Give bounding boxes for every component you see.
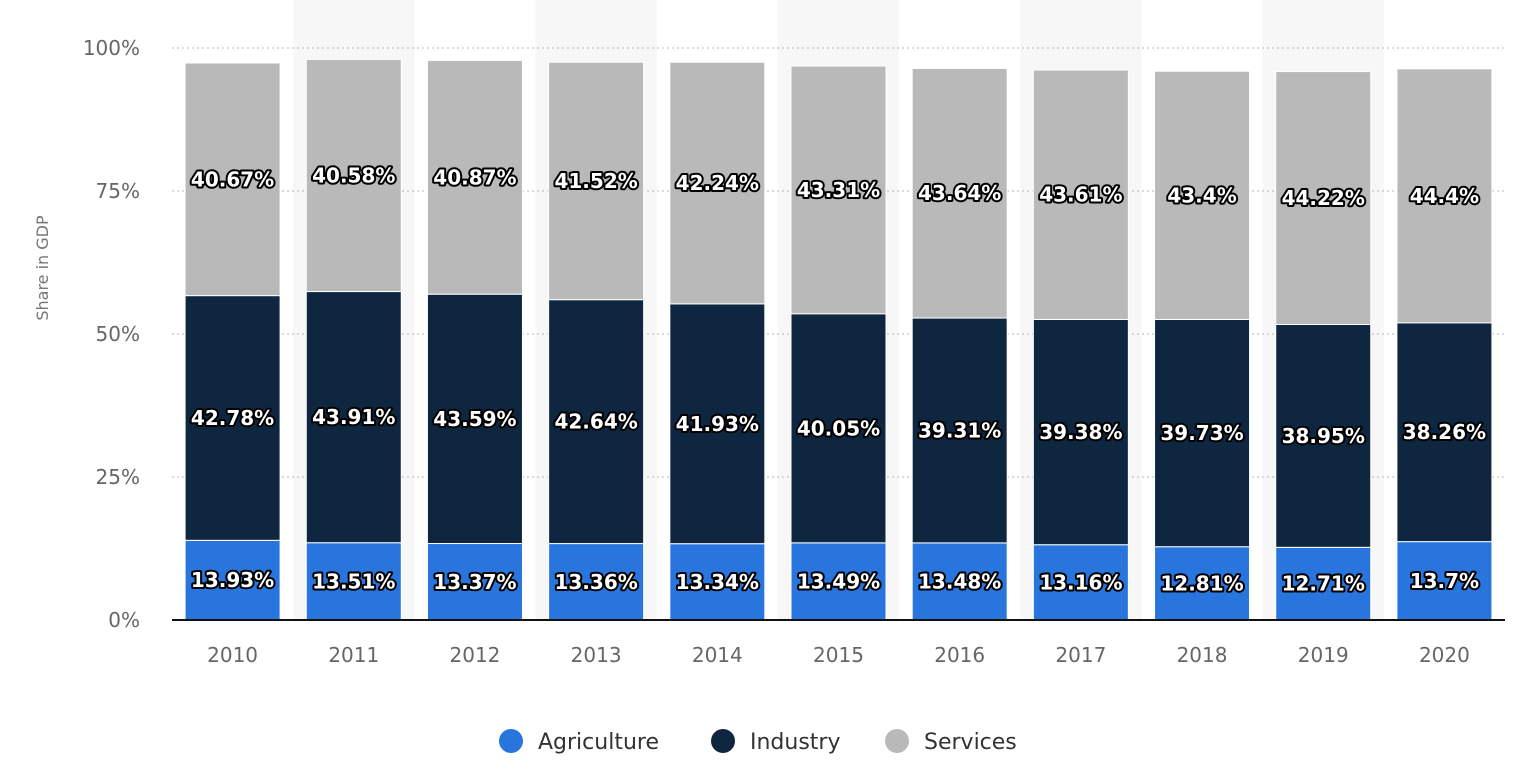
y-tick-label: 75% — [96, 179, 140, 203]
data-label-agriculture-2012: 13.37% — [433, 570, 516, 594]
data-labels: 13.93% 42.78% 40.67% 13.51% 43.91% 40.58% 13.3… — [189, 161, 1488, 597]
bar-agriculture-2020 — [1396, 541, 1493, 621]
bar-agriculture-2013 — [548, 543, 645, 621]
data-label-agriculture-2013: 13.36% — [554, 570, 637, 594]
x-tick-label: 2013 — [571, 643, 622, 667]
x-tick-label: 2018 — [1177, 643, 1228, 667]
data-label-agriculture-2017: 13.16% — [1039, 570, 1122, 594]
x-tick-label: 2017 — [1055, 643, 1106, 667]
data-label-services-2011: 40.58% — [312, 163, 395, 187]
data-label-industry-2016: 39.31% — [918, 418, 1001, 442]
data-label-industry-2014: 41.93% — [676, 412, 759, 436]
y-tick-label: 100% — [83, 36, 140, 60]
data-label-services-2012: 40.87% — [433, 165, 516, 189]
y-axis: 0% 25% 50% 75% 100% — [83, 36, 140, 632]
data-label-services-2016: 43.64% — [918, 181, 1001, 205]
x-axis: 2010 2011 2012 2013 2014 2015 2016 2017 2018 2019… — [207, 643, 1470, 667]
x-tick-label: 2015 — [813, 643, 864, 667]
y-axis-title: Share in GDP — [33, 215, 52, 321]
data-label-industry-2011: 43.91% — [312, 405, 395, 429]
bar-services-2010 — [184, 62, 281, 297]
bar-agriculture-2011 — [305, 542, 402, 621]
bar-services-2016 — [911, 67, 1008, 319]
data-label-services-2020: 44.4% — [1410, 184, 1479, 208]
data-label-agriculture-2014: 13.34% — [676, 570, 759, 594]
data-label-industry-2019: 38.95% — [1282, 424, 1365, 448]
data-label-agriculture-2015: 13.49% — [797, 569, 880, 593]
data-label-industry-2017: 39.38% — [1039, 420, 1122, 444]
x-tick-label: 2016 — [934, 643, 985, 667]
bar-agriculture-2012 — [426, 543, 523, 621]
data-label-industry-2013: 42.64% — [554, 410, 637, 434]
legend-marker-industry — [711, 729, 735, 753]
data-label-services-2018: 43.4% — [1167, 183, 1236, 207]
data-label-agriculture-2010: 13.93% — [191, 568, 274, 592]
data-label-services-2013: 41.52% — [554, 169, 637, 193]
data-label-industry-2015: 40.05% — [797, 416, 880, 440]
data-label-industry-2010: 42.78% — [191, 406, 274, 430]
bar-agriculture-2017 — [1032, 544, 1129, 621]
bar-agriculture-2014 — [669, 543, 766, 621]
bars — [184, 58, 1493, 621]
bar-industry-2013 — [548, 299, 645, 545]
bar-industry-2020 — [1396, 322, 1493, 543]
bar-services-2018 — [1154, 70, 1251, 320]
legend: Agriculture Industry Services — [499, 729, 1017, 755]
x-tick-label: 2019 — [1298, 643, 1349, 667]
data-label-agriculture-2018: 12.81% — [1160, 571, 1243, 595]
bar-industry-2012 — [426, 293, 523, 545]
bar-services-2012 — [426, 59, 523, 295]
bar-industry-2015 — [790, 313, 887, 544]
data-label-agriculture-2019: 12.71% — [1282, 572, 1365, 596]
bar-agriculture-2015 — [790, 542, 887, 621]
x-tick-label: 2010 — [207, 643, 258, 667]
legend-label-agriculture: Agriculture — [538, 730, 659, 755]
data-label-services-2017: 43.61% — [1039, 183, 1122, 207]
data-label-industry-2012: 43.59% — [433, 407, 516, 431]
data-label-agriculture-2020: 13.7% — [1410, 569, 1479, 593]
bar-services-2011 — [305, 58, 402, 293]
bar-agriculture-2016 — [911, 542, 1008, 621]
data-label-services-2014: 42.24% — [676, 171, 759, 195]
legend-label-services: Services — [924, 730, 1017, 755]
y-tick-label: 25% — [96, 465, 140, 489]
x-tick-label: 2020 — [1419, 643, 1470, 667]
bar-industry-2016 — [911, 317, 1008, 544]
data-label-services-2010: 40.67% — [191, 167, 274, 191]
data-label-agriculture-2016: 13.48% — [918, 569, 1001, 593]
x-tick-label: 2014 — [692, 643, 743, 667]
legend-marker-agriculture — [499, 729, 523, 753]
bar-industry-2010 — [184, 295, 281, 541]
data-label-services-2015: 43.31% — [797, 178, 880, 202]
data-label-industry-2018: 39.73% — [1160, 421, 1243, 445]
data-label-industry-2020: 38.26% — [1403, 420, 1486, 444]
bar-services-2015 — [790, 65, 887, 315]
bar-services-2019 — [1275, 71, 1372, 326]
data-label-services-2019: 44.22% — [1282, 186, 1365, 210]
legend-label-industry: Industry — [750, 730, 841, 755]
x-tick-label: 2012 — [450, 643, 501, 667]
bar-services-2017 — [1032, 69, 1129, 320]
bar-industry-2018 — [1154, 318, 1251, 548]
y-tick-label: 50% — [96, 322, 140, 346]
legend-marker-services — [885, 729, 909, 753]
bar-services-2013 — [548, 61, 645, 301]
bar-industry-2014 — [669, 303, 766, 545]
y-tick-label: 0% — [108, 608, 140, 632]
bar-industry-2017 — [1032, 318, 1129, 546]
x-tick-label: 2011 — [328, 643, 379, 667]
data-label-agriculture-2011: 13.51% — [312, 569, 395, 593]
bar-industry-2019 — [1275, 324, 1372, 548]
bar-services-2014 — [669, 61, 766, 305]
bar-agriculture-2018 — [1154, 546, 1251, 621]
bar-services-2020 — [1396, 68, 1493, 324]
